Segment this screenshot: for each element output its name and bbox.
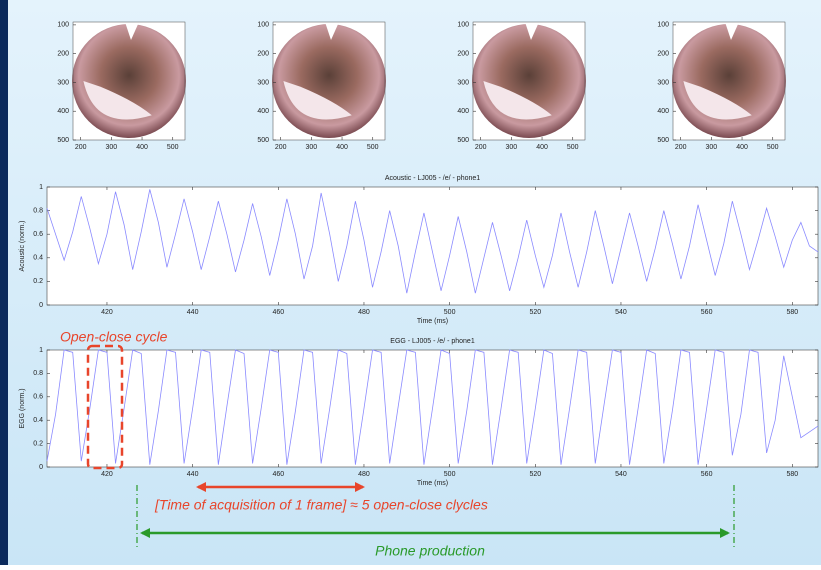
x-tick-label: 200 [275,144,287,151]
y-tick-label: 300 [257,79,269,86]
y-tick-label: 400 [57,108,69,115]
x-tick-label: 200 [675,144,687,151]
endoscope-image [472,24,586,138]
x-tick-label: 300 [306,144,318,151]
x-tick-label: 500 [367,144,379,151]
x-tick-label: 560 [701,471,713,478]
x-tick-label: 520 [529,309,541,316]
y-tick-label: 1 [39,347,43,354]
y-tick-label: 1 [39,184,43,191]
y-tick-label: 0.6 [33,231,43,238]
y-tick-label: 400 [457,108,469,115]
x-tick-label: 440 [187,309,199,316]
y-tick-label: 400 [657,108,669,115]
x-tick-label: 400 [336,144,348,151]
x-tick-label: 400 [736,144,748,151]
y-tick-label: 400 [257,108,269,115]
x-tick-label: 440 [187,471,199,478]
y-tick-label: 100 [657,22,669,29]
y-axis-label: EGG (norm.) [19,388,26,428]
y-tick-label: 300 [657,79,669,86]
x-tick-label: 520 [529,471,541,478]
x-tick-label: 460 [272,471,284,478]
y-tick-label: 500 [257,137,269,144]
chart-title: Acoustic - LJ005 - /e/ - phone1 [385,175,480,182]
x-tick-label: 400 [136,144,148,151]
x-tick-label: 200 [75,144,87,151]
x-tick-label: 200 [475,144,487,151]
x-tick-label: 540 [615,471,627,478]
y-tick-label: 500 [457,137,469,144]
y-tick-label: 100 [457,22,469,29]
y-tick-label: 0.6 [33,394,43,401]
chart-title: EGG - LJ005 - /e/ - phone1 [390,338,475,345]
x-tick-label: 500 [767,144,779,151]
y-tick-label: 500 [657,137,669,144]
annotation: [Time of acquisition of 1 frame] ≈ 5 ope… [154,497,488,513]
x-tick-label: 500 [444,309,456,316]
x-tick-label: 500 [167,144,179,151]
y-axis-label: Acoustic (norm.) [19,221,26,272]
endoscope-image [672,24,786,138]
y-tick-label: 300 [57,79,69,86]
y-tick-label: 200 [457,51,469,58]
annotation: Phone production [375,543,485,559]
x-tick-label: 480 [358,471,370,478]
x-tick-label: 420 [101,309,113,316]
slide: 2003004005001002003004005002003004005001… [0,0,821,565]
x-tick-label: 300 [106,144,118,151]
x-tick-label: 500 [444,471,456,478]
x-tick-label: 580 [786,309,798,316]
x-tick-label: 540 [615,309,627,316]
y-tick-label: 200 [657,51,669,58]
x-axis-label: Time (ms) [417,480,448,487]
x-axis-label: Time (ms) [417,318,448,325]
endoscope-image [272,24,386,138]
x-tick-label: 400 [536,144,548,151]
x-tick-label: 460 [272,309,284,316]
y-tick-label: 0 [39,302,43,309]
x-tick-label: 420 [101,471,113,478]
y-tick-label: 100 [257,22,269,29]
x-tick-label: 300 [706,144,718,151]
y-tick-label: 100 [57,22,69,29]
x-tick-label: 480 [358,309,370,316]
y-tick-label: 0.4 [33,255,43,262]
y-tick-label: 0 [39,464,43,471]
x-tick-label: 500 [567,144,579,151]
endoscope-image [72,24,186,138]
y-tick-label: 0.2 [33,440,43,447]
x-tick-label: 560 [701,309,713,316]
annotation: Open-close cycle [60,329,168,345]
x-tick-label: 300 [506,144,518,151]
y-tick-label: 0.2 [33,278,43,285]
x-tick-label: 580 [786,471,798,478]
y-tick-label: 200 [57,51,69,58]
y-tick-label: 0.4 [33,417,43,424]
y-tick-label: 200 [257,51,269,58]
y-tick-label: 300 [457,79,469,86]
y-tick-label: 0.8 [33,370,43,377]
y-tick-label: 500 [57,137,69,144]
y-tick-label: 0.8 [33,207,43,214]
